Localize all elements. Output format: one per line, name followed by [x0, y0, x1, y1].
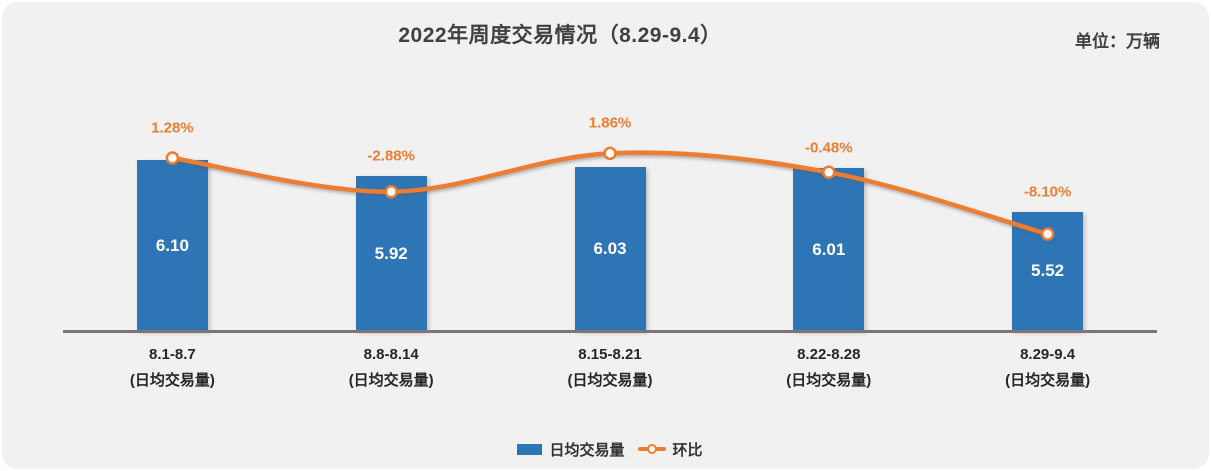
pct-change-label: -2.88%	[367, 147, 415, 165]
category-range-label: 8.29-9.4	[1020, 346, 1076, 363]
line-marker-dot-icon	[646, 444, 657, 454]
category-range-label: 8.22-8.28	[797, 346, 861, 363]
category-label: 8.1-8.7 (日均交易量)	[62, 342, 282, 394]
category-label: 8.22-8.28 (日均交易量)	[719, 342, 939, 394]
legend-item-line-series: 环比	[637, 439, 703, 460]
category-sublabel: (日均交易量)	[786, 372, 872, 389]
x-axis-line	[63, 330, 1157, 333]
legend-line-label: 环比	[672, 441, 703, 459]
category-sublabel: (日均交易量)	[1005, 372, 1091, 389]
category-label: 8.8-8.14 (日均交易量)	[281, 342, 501, 394]
legend: 日均交易量 环比	[63, 438, 1157, 460]
bar-value-label: 5.92	[374, 243, 408, 263]
category-sublabel: (日均交易量)	[348, 372, 434, 389]
pct-change-label: 1.86%	[588, 114, 632, 132]
legend-item-bar-series: 日均交易量	[517, 439, 625, 460]
category-label: 8.29-9.4 (日均交易量)	[938, 342, 1158, 394]
bar-value-label: 6.10	[155, 235, 189, 255]
category-label: 8.15-8.21 (日均交易量)	[500, 342, 720, 394]
line-series-swatch-icon	[637, 444, 666, 454]
bar-value-label: 6.01	[812, 239, 846, 259]
category-sublabel: (日均交易量)	[129, 372, 215, 389]
category-sublabel: (日均交易量)	[567, 372, 653, 389]
pct-change-label: 1.28%	[151, 119, 194, 137]
category-range-label: 8.1-8.7	[149, 346, 196, 363]
bar-value-label: 6.03	[593, 238, 627, 258]
category-range-label: 8.8-8.14	[363, 346, 419, 363]
bar-value-label: 5.52	[1031, 261, 1065, 281]
category-range-label: 8.15-8.21	[578, 346, 642, 363]
pct-change-label: -8.10%	[1023, 183, 1072, 201]
bar-series-swatch-icon	[517, 443, 543, 455]
chart-title: 2022年周度交易情况（8.29-9.4）	[398, 24, 722, 47]
unit-label: 单位：万辆	[1075, 32, 1160, 51]
legend-bar-label: 日均交易量	[549, 441, 625, 459]
pct-change-label: -0.48%	[805, 139, 853, 157]
